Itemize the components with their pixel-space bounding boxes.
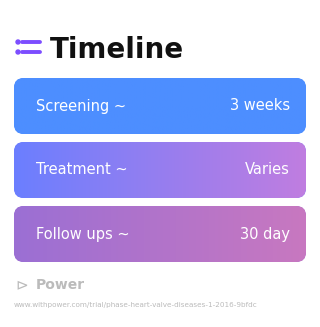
Text: Timeline: Timeline [50, 36, 184, 64]
FancyBboxPatch shape [14, 78, 306, 134]
Text: Follow ups ~: Follow ups ~ [36, 227, 130, 242]
FancyBboxPatch shape [14, 142, 306, 198]
Text: www.withpower.com/trial/phase-heart-valve-diseases-1-2016-9bfdc: www.withpower.com/trial/phase-heart-valv… [14, 302, 258, 308]
Circle shape [16, 40, 20, 44]
Text: 3 weeks: 3 weeks [230, 98, 290, 113]
Text: 30 day: 30 day [240, 227, 290, 242]
Text: Treatment ~: Treatment ~ [36, 163, 128, 178]
Text: Varies: Varies [245, 163, 290, 178]
Text: Power: Power [36, 278, 85, 292]
FancyBboxPatch shape [14, 206, 306, 262]
Text: ⊳: ⊳ [16, 278, 28, 292]
Text: Screening ~: Screening ~ [36, 98, 126, 113]
Circle shape [16, 50, 20, 54]
